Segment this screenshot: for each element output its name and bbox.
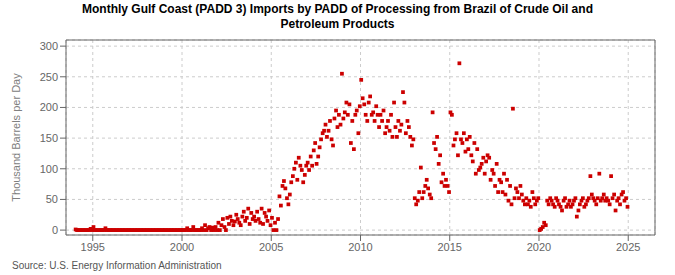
svg-text:50: 50 <box>46 193 58 205</box>
svg-text:250: 250 <box>40 71 58 83</box>
svg-text:2005: 2005 <box>259 241 283 253</box>
html-text:Monthly Gulf Coast (PADD 3) Im: Monthly Gulf Coast (PADD 3) Imports by P… <box>82 2 593 16</box>
svg-text:1995: 1995 <box>81 241 105 253</box>
html-text:Petroleum Products: Petroleum Products <box>280 17 395 31</box>
svg-text:2025: 2025 <box>616 241 640 253</box>
svg-text:0: 0 <box>52 224 58 236</box>
svg-text:2000: 2000 <box>170 241 194 253</box>
svg-text:2020: 2020 <box>527 241 551 253</box>
html-text:Source: U.S. Energy Informatio: Source: U.S. Energy Information Administ… <box>12 260 222 271</box>
svg-text:2010: 2010 <box>348 241 372 253</box>
svg-text:300: 300 <box>40 40 58 52</box>
svg-text:2015: 2015 <box>438 241 462 253</box>
svg-text:200: 200 <box>40 101 58 113</box>
svg-text:Thousand Barrels per Day: Thousand Barrels per Day <box>10 73 22 202</box>
svg-text:100: 100 <box>40 163 58 175</box>
svg-text:150: 150 <box>40 132 58 144</box>
